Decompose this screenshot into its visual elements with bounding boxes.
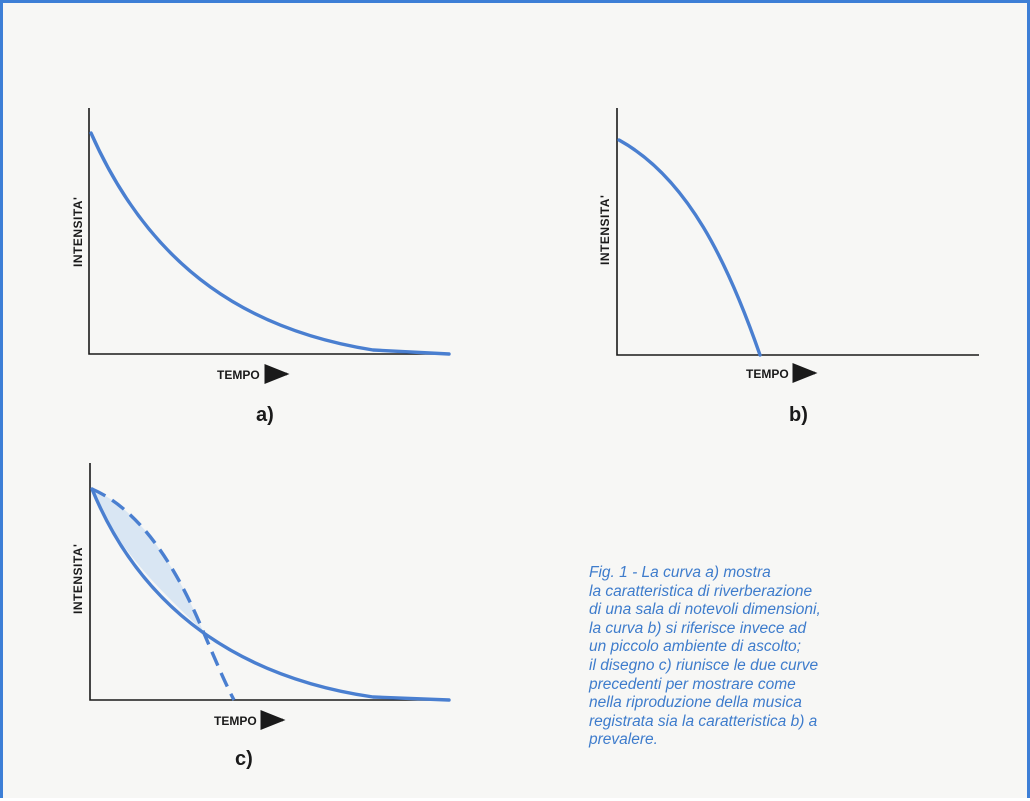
panel-b-xlabel: TEMPO: [746, 367, 789, 381]
panel-c: INTENSITA' TEMPO c): [71, 463, 451, 770]
panel-c-ylabel: INTENSITA': [71, 544, 85, 614]
panel-c-axes: [89, 463, 449, 701]
caption-line: un piccolo ambiente di ascolto;: [589, 638, 801, 656]
panel-b-ylabel: INTENSITA': [598, 195, 612, 265]
caption-line: la curva b) si riferisce invece ad: [589, 619, 807, 637]
caption-line: Fig. 1 - La curva a) mostra: [589, 564, 771, 581]
figure-caption: Fig. 1 - La curva a) mostra la caratteri…: [589, 564, 999, 750]
panel-c-curve-b-dashed: [91, 487, 236, 701]
panel-a-ylabel: INTENSITA': [71, 197, 85, 267]
panel-a-xlabel: TEMPO: [217, 368, 260, 382]
panel-c-shaded-area: [92, 489, 203, 631]
caption-line: di una sala di notevoli dimensioni,: [589, 601, 821, 619]
panel-b-label: b): [789, 404, 808, 426]
caption-line: la caratteristica di riverberazione: [589, 582, 813, 600]
panel-b-axes: [616, 108, 979, 356]
caption-line: prevalere.: [589, 731, 658, 749]
panel-a-axes: [88, 108, 449, 355]
caption-line: nella riproduzione della musica: [589, 694, 802, 712]
panel-a-curve: [89, 131, 451, 356]
diagram-canvas: INTENSITA' TEMPO a) INTENSITA' TEMPO b) …: [71, 108, 979, 770]
panel-c-curve-a: [90, 487, 451, 702]
panel-c-xlabel: TEMPO: [214, 714, 257, 728]
panel-c-label: c): [235, 748, 253, 770]
panel-a-label: a): [256, 404, 274, 426]
caption-line: precedenti per mostrare come: [589, 675, 796, 693]
panel-b: INTENSITA' TEMPO b): [598, 108, 979, 426]
panel-a: INTENSITA' TEMPO a): [71, 108, 451, 426]
caption-line: registrata sia la caratteristica b) a: [589, 712, 818, 730]
panel-b-curve: [617, 138, 762, 357]
caption-line: il disegno c) riunisce le due curve: [589, 656, 819, 674]
